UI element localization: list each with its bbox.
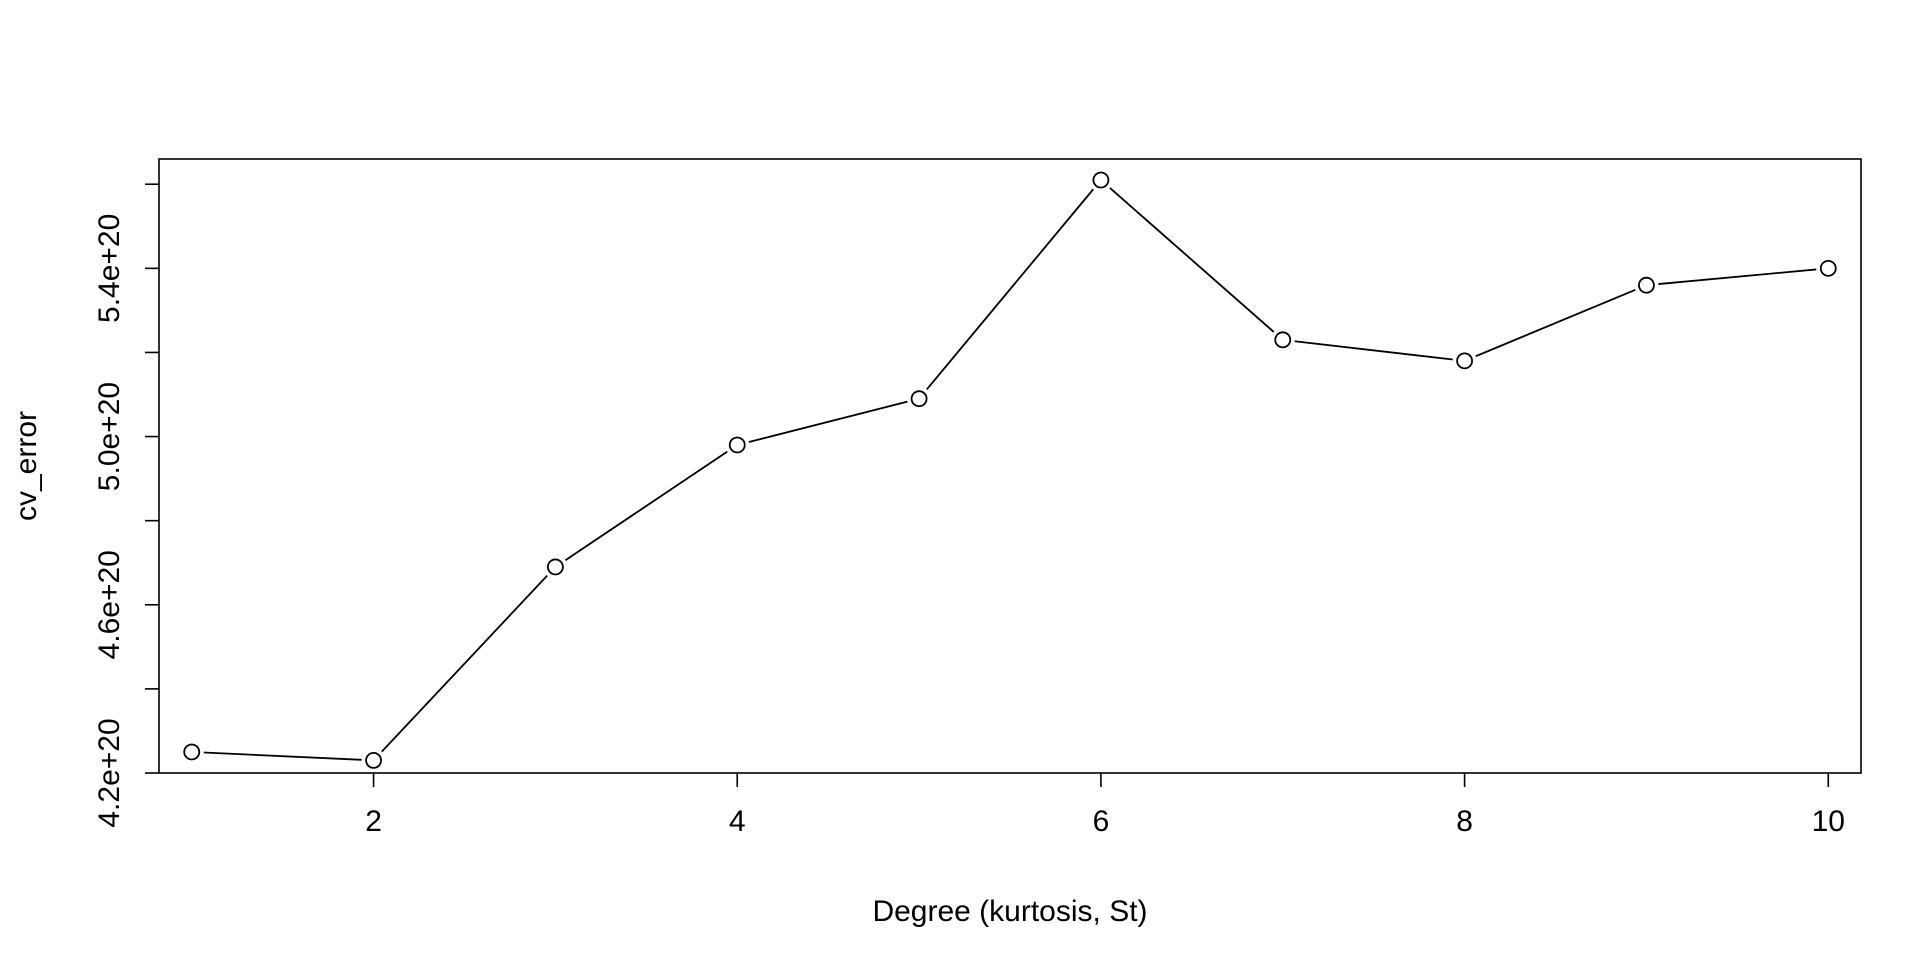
series-line-segment bbox=[1294, 340, 1453, 361]
y-axis: 4.2e+20 4.6e+20 5.0e+20 5.4e+20 bbox=[93, 183, 159, 828]
y-tick-label: 4.2e+20 bbox=[93, 718, 126, 827]
data-point bbox=[1819, 259, 1837, 277]
data-point bbox=[1092, 171, 1110, 189]
series-line-segment bbox=[1475, 288, 1636, 358]
series-line-segment bbox=[1109, 187, 1275, 333]
series-line-segment bbox=[926, 188, 1094, 391]
x-axis: 2 4 6 8 10 bbox=[365, 773, 1845, 838]
plot-frame bbox=[158, 158, 1862, 774]
data-point bbox=[1274, 331, 1292, 349]
y-tick-label: 4.6e+20 bbox=[93, 550, 126, 659]
series-line-segment bbox=[381, 575, 548, 753]
data-point bbox=[728, 436, 746, 454]
x-tick-label: 4 bbox=[729, 805, 746, 838]
x-tick-label: 10 bbox=[1812, 805, 1845, 838]
x-tick-label: 6 bbox=[1093, 805, 1110, 838]
data-point bbox=[183, 743, 201, 761]
data-point bbox=[547, 558, 564, 576]
y-axis-label: cv_error bbox=[10, 411, 43, 521]
data-point bbox=[1638, 276, 1655, 294]
x-tick-label: 8 bbox=[1456, 805, 1473, 838]
series-line-segment bbox=[748, 400, 908, 443]
x-tick-label: 2 bbox=[365, 805, 382, 838]
series-layer bbox=[183, 171, 1837, 769]
data-point bbox=[365, 751, 382, 769]
series-line-segment bbox=[203, 751, 362, 761]
series-line-segment bbox=[1658, 268, 1817, 285]
y-tick-label: 5.0e+20 bbox=[93, 382, 126, 491]
data-point bbox=[1456, 352, 1473, 370]
y-tick-label: 5.4e+20 bbox=[93, 214, 126, 323]
x-axis-label: Degree (kurtosis, St) bbox=[872, 895, 1147, 928]
series-line-segment bbox=[564, 450, 728, 561]
data-point bbox=[910, 390, 928, 408]
